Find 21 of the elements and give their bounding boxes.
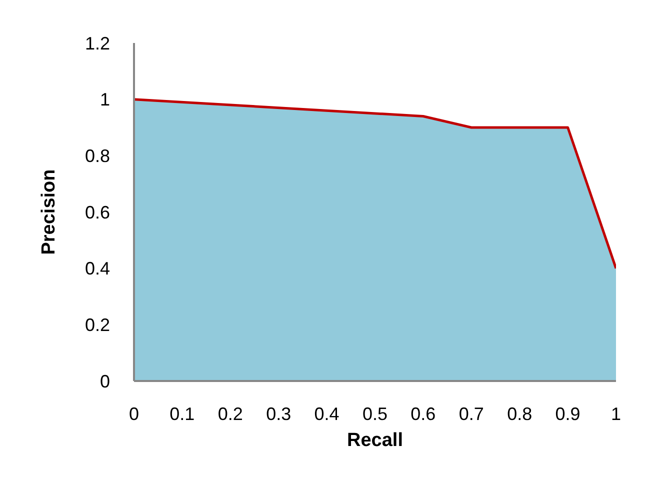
x-tick-label: 0.2 [218, 404, 243, 424]
y-tick-label: 0.4 [84, 258, 110, 279]
y-tick-label: 0.6 [84, 202, 110, 222]
x-tick-label: 0 [128, 404, 140, 424]
x-tick-label: 0.6 [410, 404, 436, 424]
x-tick-label: 0.4 [314, 404, 340, 424]
y-axis-title: Precision [38, 169, 60, 255]
x-tick-label: 0.7 [458, 404, 484, 424]
x-tick-label: 0.5 [362, 404, 388, 424]
x-tick-label: 0.1 [170, 404, 195, 424]
y-tick-label: 0 [100, 371, 110, 392]
x-tick-label: 1 [610, 404, 622, 424]
x-tick-label: 0.8 [507, 404, 532, 424]
x-axis-title: Recall [347, 430, 403, 451]
line-series [134, 98, 616, 270]
y-tick-label: 1 [100, 90, 110, 110]
y-tick-label: 1.2 [84, 33, 110, 54]
x-tick-label: 0.3 [266, 404, 292, 424]
y-tick-label: 0.8 [84, 146, 110, 166]
y-tick-label: 0.2 [84, 315, 110, 336]
x-tick-label: 0.9 [555, 404, 580, 424]
